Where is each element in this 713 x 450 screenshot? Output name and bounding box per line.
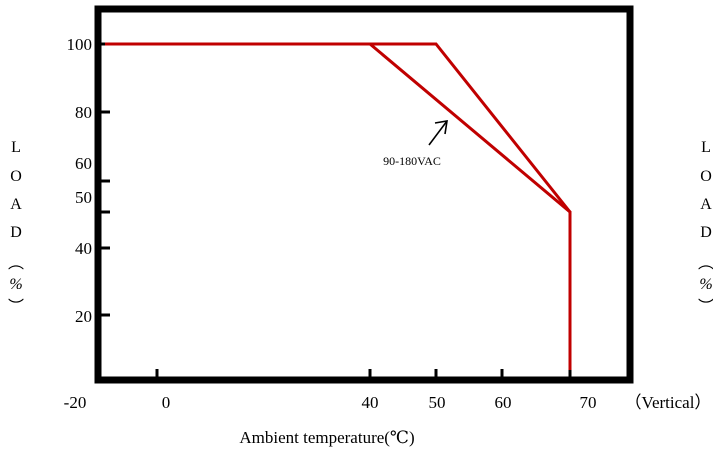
ylabel-right-char-5: % <box>699 276 712 293</box>
x-tick-label-50: 50 <box>429 393 446 412</box>
ylabel-right-char-4: ︵ <box>698 255 713 272</box>
ylabel-left-char-5: % <box>9 276 22 293</box>
ylabel-left-char-4: ︵ <box>8 255 24 272</box>
x-tick-label-70: 70 <box>580 393 597 412</box>
annotation-arrow-shaft <box>428 120 448 146</box>
y-tick-label-100: 100 <box>67 35 93 54</box>
annotation-arrow-head <box>434 120 448 135</box>
ylabel-right-char-2: A <box>700 196 712 213</box>
series-line-1 <box>105 42 572 370</box>
annotation-arrow <box>428 120 448 146</box>
x-tick-label-60: 60 <box>495 393 512 412</box>
ylabel-right-char-0: L <box>701 139 711 156</box>
y-tick-label-40: 40 <box>75 239 92 258</box>
annotation-label: 90-180VAC <box>383 154 441 168</box>
ylabel-left-char-3: D <box>10 224 22 241</box>
y-tick-label-80: 80 <box>75 103 92 122</box>
ylabel-right-char-1: O <box>700 168 712 185</box>
x-tick-label-0: 0 <box>162 393 171 412</box>
x-tick-label-neg20: -20 <box>64 393 87 412</box>
y-tick-label-20: 20 <box>75 307 92 326</box>
ylabel-right-char-3: D <box>700 224 712 241</box>
ylabel-left-char-2: A <box>10 196 22 213</box>
ylabel-left-char-1: O <box>10 168 22 185</box>
x-axis-title: Ambient temperature(℃) <box>239 428 414 447</box>
ylabel-right-char-6: ︶ <box>698 298 713 316</box>
ylabel-left-char-6: ︶ <box>8 298 24 316</box>
plot-frame <box>94 5 634 384</box>
x-tick-marks <box>155 369 572 380</box>
ylabel-left-char-0: L <box>11 139 21 156</box>
y-tick-label-60: 60 <box>75 154 92 173</box>
x-axis-suffix: （Vertical） <box>625 393 712 412</box>
series-layer <box>105 42 572 370</box>
series-line-2 <box>105 42 572 370</box>
x-tick-label-40: 40 <box>362 393 379 412</box>
y-tick-label-50: 50 <box>75 188 92 207</box>
